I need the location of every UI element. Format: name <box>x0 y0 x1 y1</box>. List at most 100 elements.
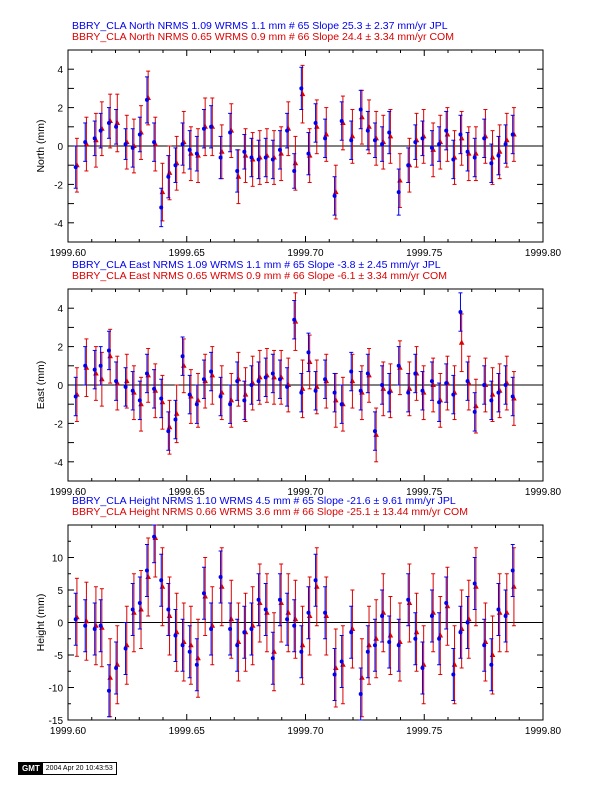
data-point-jpl <box>83 363 88 368</box>
chart-panel-3: BBRY_CLA Height NRMS 1.10 WRMS 4.5 mm # … <box>35 495 562 737</box>
data-point-jpl <box>209 124 214 129</box>
data-point-jpl <box>420 666 425 670</box>
data-point-jpl <box>173 633 178 638</box>
data-point-jpl <box>242 398 247 403</box>
data-point-jpl <box>285 617 290 622</box>
data-point-jpl <box>458 132 463 137</box>
gmt-date: 2004 Apr 20 10:43:53 <box>45 765 113 772</box>
data-point-jpl <box>365 128 370 133</box>
data-point-jpl <box>187 649 192 654</box>
data-point-jpl <box>194 662 199 667</box>
data-point-jpl <box>98 363 103 368</box>
data-point-com <box>380 609 387 615</box>
data-point-jpl <box>166 607 171 612</box>
data-point-jpl <box>285 128 290 133</box>
data-point-com <box>366 642 372 648</box>
y-tick-label: 0 <box>57 381 63 392</box>
data-point-jpl <box>180 354 185 359</box>
y-tick-label: 2 <box>57 104 63 115</box>
data-point-com <box>195 397 201 403</box>
data-point-com <box>397 638 403 644</box>
chart-title-line: BBRY_CLA East NRMS 1.09 WRMS 1.1 mm # 65… <box>72 259 441 271</box>
data-point-jpl <box>137 601 142 605</box>
data-point-jpl <box>235 379 240 384</box>
data-point-jpl <box>349 630 354 635</box>
data-point-jpl <box>323 610 328 615</box>
data-point-com <box>313 583 320 589</box>
data-point-com <box>159 583 166 589</box>
data-point-jpl <box>277 147 282 152</box>
data-point-jpl <box>380 614 385 618</box>
data-point-jpl <box>106 688 111 693</box>
data-point-jpl <box>387 390 392 395</box>
x-tick-label: 1999.60 <box>50 726 87 737</box>
data-point-jpl <box>332 672 337 677</box>
data-point-jpl <box>413 140 418 145</box>
data-point-jpl <box>299 649 304 654</box>
data-point-jpl <box>201 377 206 382</box>
data-point-com <box>299 90 306 97</box>
x-tick-label: 1999.70 <box>287 726 324 737</box>
data-point-jpl <box>489 398 494 403</box>
data-point-jpl <box>437 400 442 405</box>
data-point-com <box>349 133 356 139</box>
data-point-jpl <box>73 394 78 399</box>
data-point-jpl <box>306 350 311 355</box>
data-point-com <box>366 123 372 129</box>
data-point-jpl <box>358 107 363 112</box>
data-point-jpl <box>137 132 142 137</box>
data-point-jpl <box>349 138 354 143</box>
data-point-com <box>292 160 299 166</box>
data-point-jpl <box>123 142 128 147</box>
data-point-jpl <box>387 130 392 135</box>
data-point-jpl <box>256 157 261 162</box>
data-point-com <box>166 169 173 175</box>
data-point-jpl <box>92 367 97 372</box>
data-point-jpl <box>496 607 501 612</box>
data-point-jpl <box>218 394 223 399</box>
data-point-com <box>145 573 151 579</box>
data-point-jpl <box>380 142 385 147</box>
data-point-jpl <box>472 155 477 160</box>
data-point-jpl <box>299 390 304 395</box>
data-point-com <box>235 638 242 644</box>
data-point-jpl <box>437 142 442 147</box>
data-point-jpl <box>144 568 149 573</box>
data-point-jpl <box>123 646 128 651</box>
data-point-com <box>420 661 427 667</box>
y-tick-label: -2 <box>54 419 63 430</box>
data-point-jpl <box>256 379 261 384</box>
data-point-com <box>292 616 299 622</box>
y-tick-label: 4 <box>57 304 63 315</box>
data-point-jpl <box>201 591 206 596</box>
data-point-com <box>114 661 121 667</box>
data-point-com <box>503 137 510 143</box>
data-point-com <box>387 632 394 638</box>
y-tick-label: -5 <box>54 651 63 662</box>
data-point-jpl <box>73 165 78 170</box>
data-point-com <box>465 616 472 622</box>
data-point-com <box>406 385 413 391</box>
data-point-jpl <box>123 384 128 389</box>
data-point-jpl <box>358 388 363 393</box>
y-tick-label: 5 <box>57 586 63 597</box>
data-point-com <box>107 674 113 680</box>
data-point-jpl <box>406 163 411 168</box>
data-point-com <box>123 642 130 648</box>
data-point-jpl <box>270 371 275 376</box>
data-point-jpl <box>365 649 370 654</box>
data-point-jpl <box>299 86 304 91</box>
data-point-jpl <box>130 388 135 393</box>
data-point-com <box>138 606 144 612</box>
data-point-com <box>218 583 225 589</box>
y-tick-label: -4 <box>54 219 63 230</box>
data-point-com <box>349 377 356 384</box>
data-point-jpl <box>152 534 157 539</box>
data-point-jpl <box>242 149 247 154</box>
data-point-com <box>359 114 365 120</box>
data-point-jpl <box>429 145 434 150</box>
data-point-jpl <box>83 623 88 628</box>
y-tick-label: 2 <box>57 343 63 354</box>
data-point-com <box>123 377 130 384</box>
data-point-jpl <box>358 692 363 696</box>
